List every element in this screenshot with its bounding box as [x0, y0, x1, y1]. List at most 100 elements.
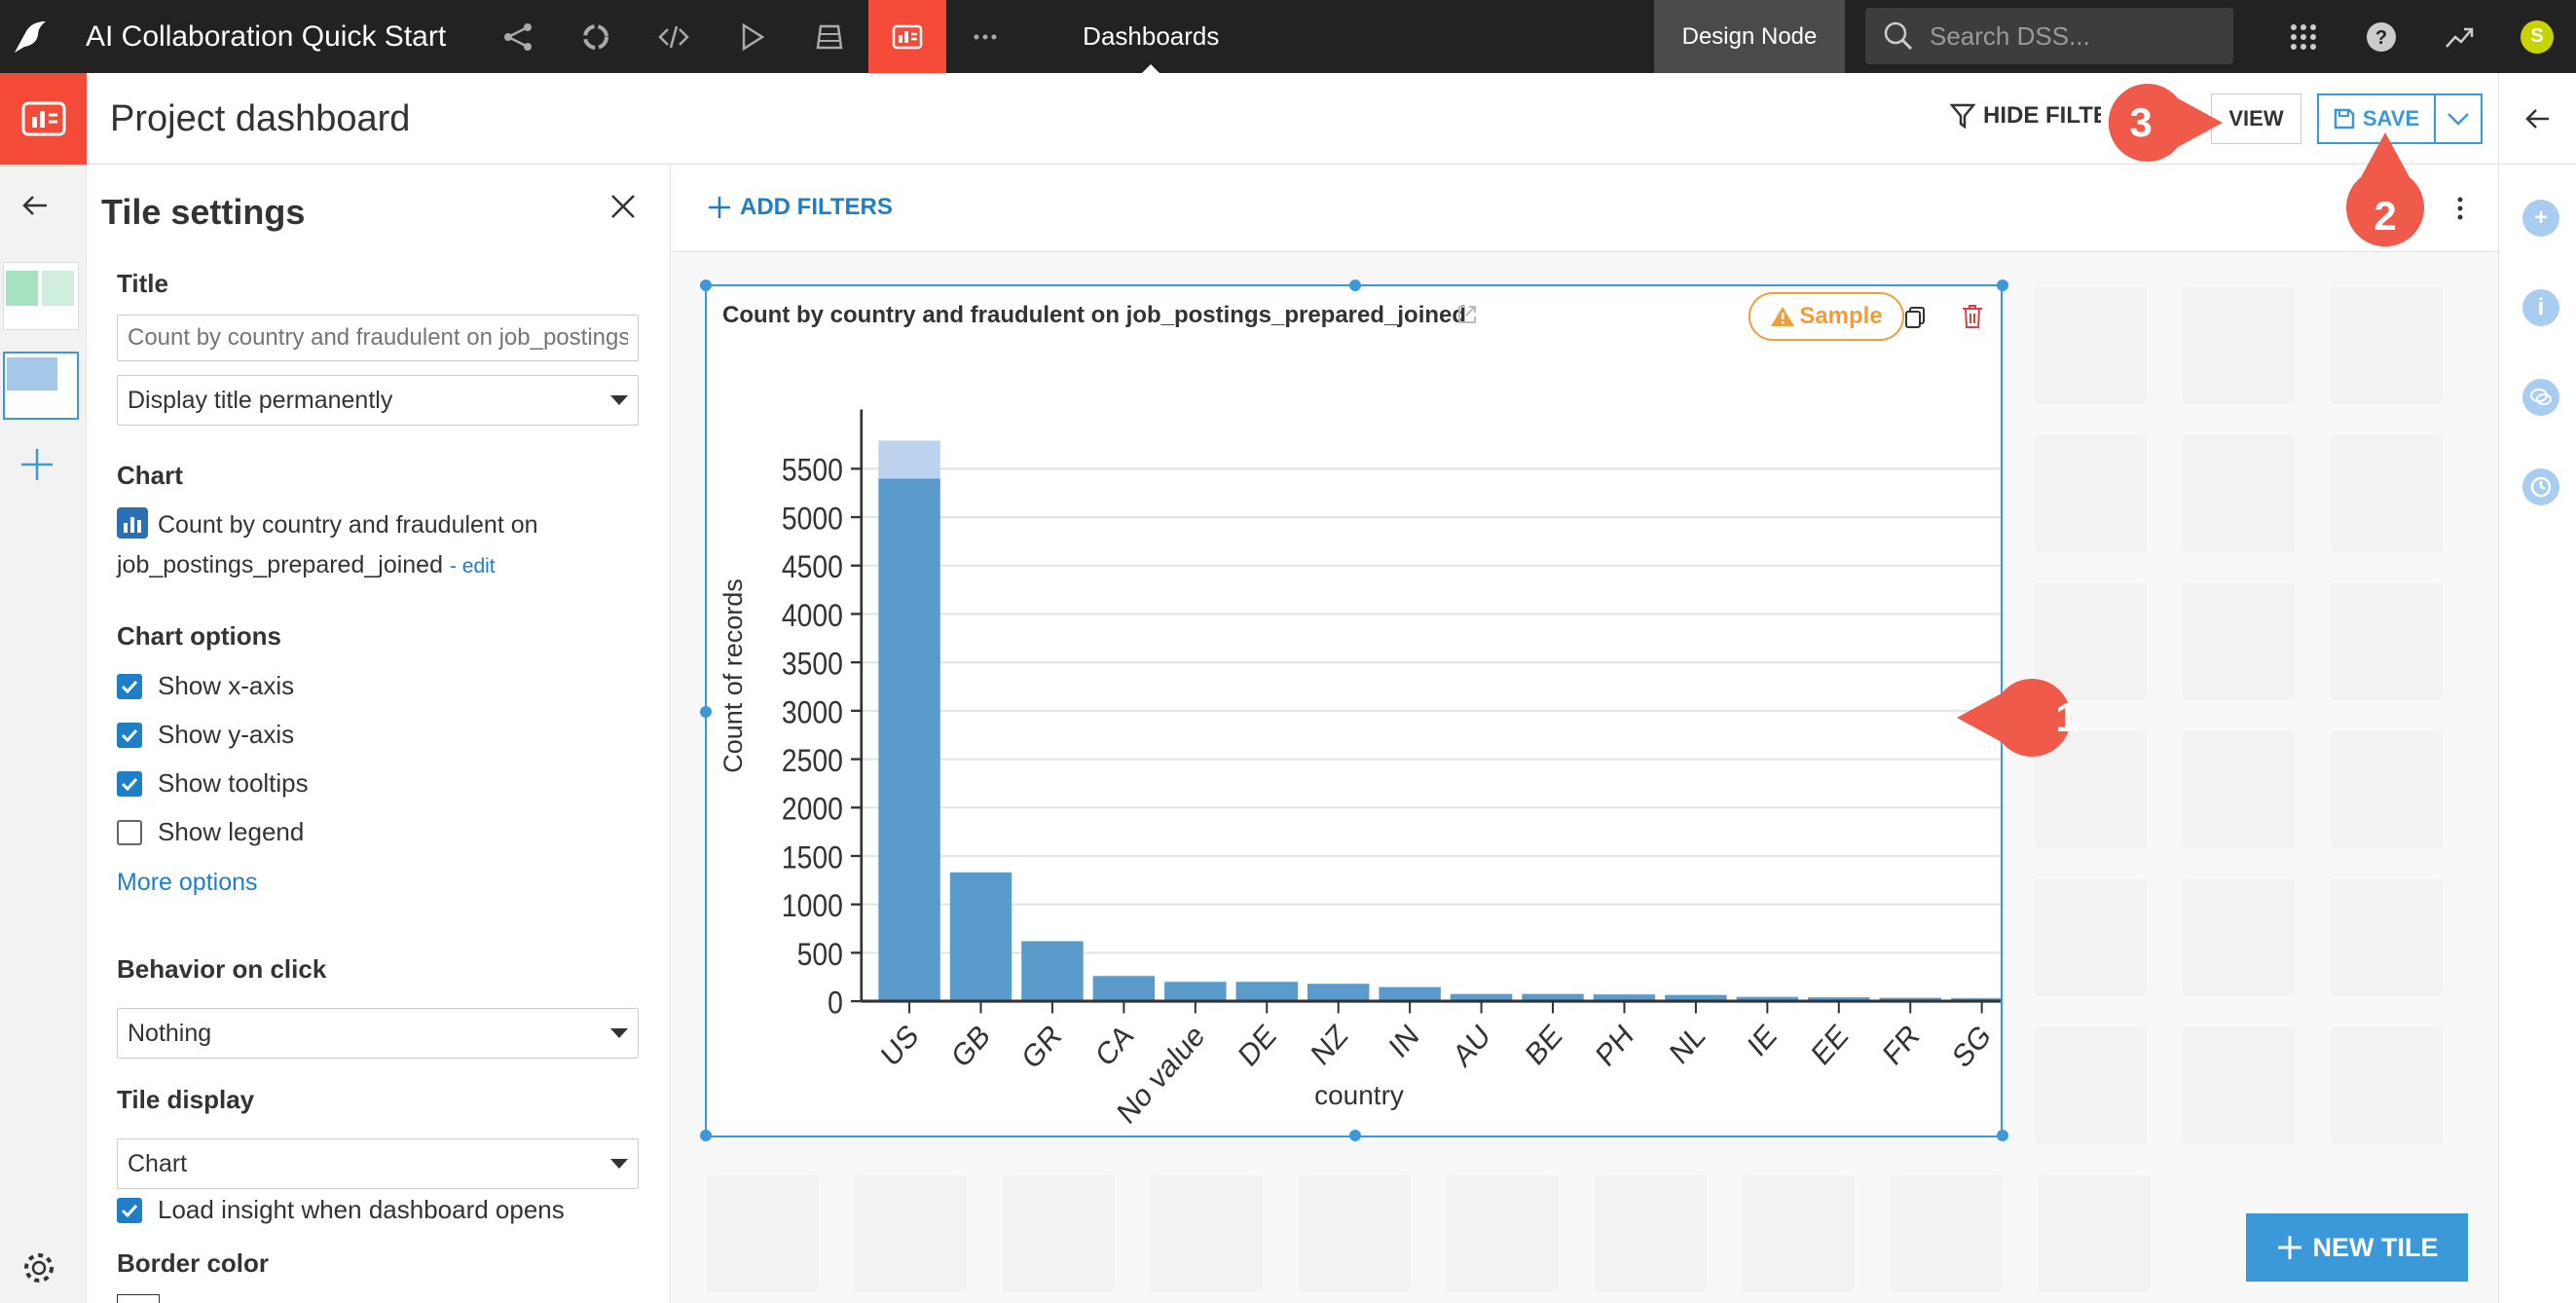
tile-display-select[interactable]: Chart [117, 1138, 639, 1189]
dropdown-caret-icon [610, 1028, 628, 1038]
show-tooltips-checkbox[interactable]: Show tooltips [117, 768, 309, 799]
dss-logo-icon[interactable] [0, 0, 60, 73]
chart-name: Count by country and fraudulent on job_p… [117, 511, 538, 578]
bar-sg[interactable] [1950, 998, 2001, 1002]
save-label: SAVE [2362, 106, 2420, 130]
bar-ee[interactable] [1808, 997, 1870, 1002]
view-button[interactable]: VIEW [2211, 93, 2301, 144]
grid-placeholder [1299, 1175, 1411, 1292]
title-input[interactable] [117, 315, 639, 361]
more-options-icon[interactable] [2455, 196, 2465, 226]
border-color-swatch[interactable] [117, 1294, 160, 1303]
chart-tile[interactable]: Count by country and fraudulent on job_p… [700, 279, 2008, 1141]
activity-icon[interactable] [2420, 0, 2498, 73]
callout-number: 3 [2129, 99, 2153, 145]
checkbox-checked-icon[interactable] [117, 673, 142, 699]
resize-handle[interactable] [700, 279, 712, 291]
help-icon[interactable]: ? [2342, 0, 2420, 73]
bar-nl[interactable] [1665, 994, 1727, 1002]
close-panel-button[interactable] [608, 192, 638, 226]
open-insight-icon[interactable] [1456, 304, 1478, 330]
save-button[interactable]: SAVE [2317, 93, 2434, 144]
behavior-value: Nothing [128, 1019, 212, 1047]
bar-nz[interactable] [1306, 984, 1370, 1002]
user-avatar[interactable]: S [2498, 0, 2576, 73]
callout-number: 1 [2055, 694, 2079, 740]
settings-button[interactable] [21, 1250, 56, 1290]
search-box[interactable] [1865, 8, 2233, 64]
resize-handle[interactable] [1997, 1130, 2008, 1141]
grid-placeholder [2035, 879, 2147, 996]
show-x-axis-checkbox[interactable]: Show x-axis [117, 671, 294, 701]
section-label[interactable]: Dashboards [1083, 0, 1219, 73]
run-icon[interactable] [713, 0, 791, 73]
resize-handle[interactable] [1349, 279, 1361, 291]
copy-icon[interactable] [1904, 306, 1926, 334]
more-options-link[interactable]: More options [117, 869, 258, 896]
discussions-icon[interactable] [2522, 379, 2559, 416]
delete-icon[interactable] [1961, 304, 1984, 334]
bar-fr[interactable] [1879, 997, 1941, 1002]
x-tick-label: BE [1520, 1018, 1567, 1072]
bar-gb[interactable] [949, 872, 1012, 1002]
hide-filters-button[interactable]: HIDE FILTERS [1950, 102, 2101, 130]
back-button[interactable] [21, 194, 49, 222]
slide-thumbnail-2[interactable] [3, 352, 79, 420]
title-display-select[interactable]: Display title permanently [117, 375, 639, 426]
show-y-axis-checkbox[interactable]: Show y-axis [117, 720, 294, 750]
grid-placeholder [855, 1175, 967, 1292]
bar-ca[interactable] [1092, 976, 1156, 1002]
behavior-on-click-select[interactable]: Nothing [117, 1008, 639, 1059]
bar-stack-us[interactable] [878, 440, 940, 479]
checkbox-unchecked-icon[interactable] [117, 819, 142, 845]
lab-icon[interactable] [557, 0, 635, 73]
history-icon[interactable] [2522, 468, 2559, 505]
dashboards-icon[interactable] [868, 0, 947, 73]
checkbox-checked-icon[interactable] [117, 1197, 142, 1223]
bar-us[interactable] [878, 478, 940, 1002]
y-tick-label: 3000 [782, 694, 843, 729]
flow-icon[interactable] [479, 0, 557, 73]
save-dropdown-button[interactable] [2434, 93, 2483, 144]
load-insight-checkbox[interactable]: Load insight when dashboard opens [117, 1195, 565, 1225]
bar-in[interactable] [1379, 987, 1441, 1002]
bar-de[interactable] [1235, 982, 1298, 1002]
grid-placeholder [2183, 583, 2295, 700]
resize-handle[interactable] [700, 1130, 712, 1141]
x-tick-label: SG [1947, 1018, 1997, 1075]
add-icon[interactable]: + [2522, 200, 2559, 237]
chevron-down-icon [2447, 113, 2469, 126]
slide-thumbnail-1[interactable] [3, 262, 79, 330]
bar-au[interactable] [1450, 993, 1513, 1002]
show-legend-checkbox[interactable]: Show legend [117, 817, 304, 847]
code-icon[interactable] [635, 0, 713, 73]
resize-handle[interactable] [1997, 279, 2008, 291]
grid-placeholder [2331, 1027, 2443, 1144]
add-slide-button[interactable] [19, 447, 55, 487]
collapse-right-panel-button[interactable] [2498, 73, 2576, 165]
more-icon[interactable] [946, 0, 1024, 73]
dropdown-caret-icon [610, 1159, 628, 1169]
edit-chart-link[interactable]: - edit [449, 555, 496, 577]
bar-gr[interactable] [1021, 941, 1084, 1002]
checkbox-checked-icon[interactable] [117, 722, 142, 748]
add-filters-button[interactable]: ADD FILTERS [707, 194, 893, 221]
x-tick-label: US [875, 1018, 924, 1074]
bar-be[interactable] [1522, 993, 1584, 1002]
grid-placeholder [707, 1175, 819, 1292]
info-icon[interactable]: i [2522, 289, 2559, 326]
bar-ph[interactable] [1593, 994, 1656, 1002]
search-input[interactable] [1930, 20, 2212, 52]
deploy-icon[interactable] [791, 0, 868, 73]
resize-handle[interactable] [1349, 1130, 1361, 1141]
resize-handle[interactable] [700, 706, 712, 718]
sample-badge[interactable]: Sample [1748, 292, 1904, 341]
checkbox-checked-icon[interactable] [117, 770, 142, 797]
bar-no-value[interactable] [1164, 982, 1227, 1002]
design-node-label[interactable]: Design Node [1654, 0, 1845, 73]
apps-grid-icon[interactable] [2264, 0, 2342, 73]
new-tile-button[interactable]: NEW TILE [2246, 1213, 2468, 1282]
bar-ie[interactable] [1736, 996, 1799, 1002]
y-tick-label: 3500 [782, 647, 843, 682]
project-title[interactable]: AI Collaboration Quick Start [86, 19, 447, 53]
